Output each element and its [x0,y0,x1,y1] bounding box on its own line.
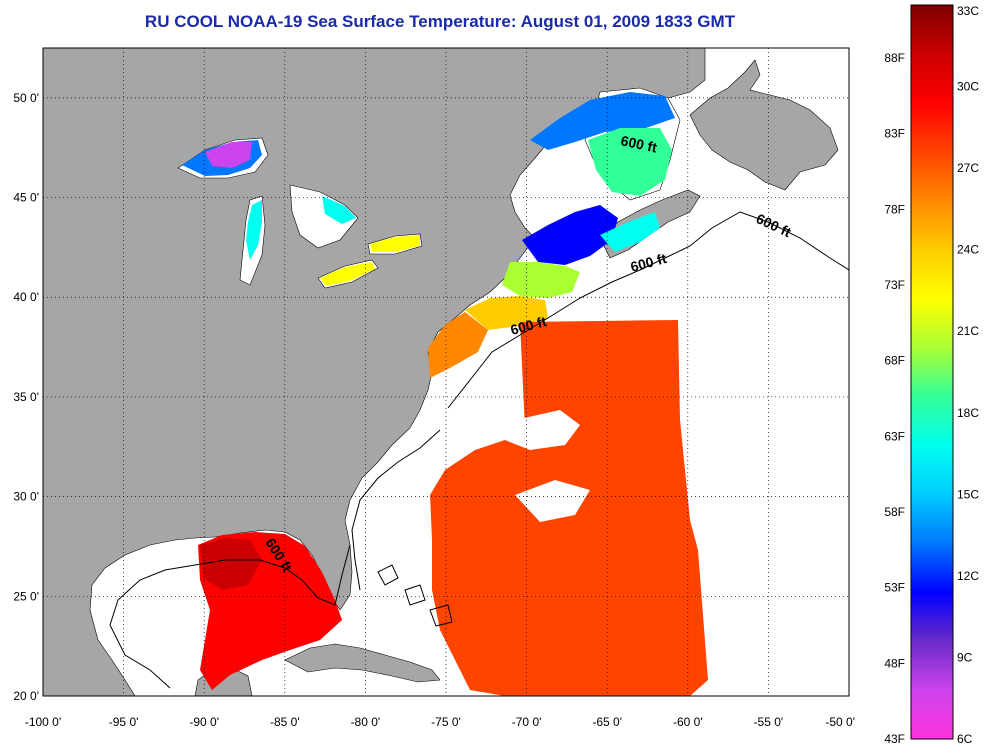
longitude-tick-label: -65 0' [592,715,622,729]
sst-new-england-shelf [502,262,580,298]
sst-atlantic-cloud-gap-2 [515,480,590,522]
colorbar-celsius-label: 12C [957,569,979,583]
latitude-tick-label: 20 0' [13,689,39,703]
sst-gulf-of-maine [522,205,618,265]
latitude-tick-label: 45 0' [13,191,39,205]
longitude-tick-label: -85 0' [270,715,300,729]
sst-lake-erie [320,262,375,286]
latitude-tick-label: 40 0' [13,290,39,304]
map-title: RU COOL NOAA-19 Sea Surface Temperature:… [144,12,736,31]
sst-gulf-of-mexico-dark [200,538,262,590]
sst-atlantic-cloud-gap [505,410,580,450]
bathymetry-contour-gulf [109,544,351,689]
latitude-tick-label: 35 0' [13,390,39,404]
lake-huron [289,184,359,249]
colorbar-celsius-label: 27C [957,161,979,175]
colorbar-gradient [910,4,954,740]
longitude-tick-label: -50 0' [825,715,855,729]
graticule [43,48,849,696]
temperature-colorbar: 33C 30C 27C 24C 21C 18C 15C 12C 9C 6C 88F 83F 78F 73F… [884,4,979,746]
colorbar-fahrenheit-label: 83F [884,127,905,141]
longitude-tick-label: -75 0' [431,715,461,729]
colorbar-celsius-label: 15C [957,487,979,501]
colorbar-celsius-label: 18C [957,406,979,420]
colorbar-celsius-label: 30C [957,80,979,94]
colorbar-fahrenheit-label: 53F [884,581,905,595]
colorbar-fahrenheit-label: 63F [884,429,905,443]
longitude-tick-label: -100 0' [25,715,61,729]
colorbar-fahrenheit-label: 88F [884,51,905,65]
sst-mid-atlantic-orange [428,312,488,378]
colorbar-celsius-label: 33C [957,4,979,18]
land-cuba [284,643,441,683]
bathymetry-contour-florida [351,429,441,591]
sst-lake-superior-cold [205,142,252,168]
longitude-tick-label: -80 0' [351,715,381,729]
bathymetry-contour-600ft [447,211,849,409]
map-frame [42,47,850,697]
colorbar-celsius-label: 24C [957,243,979,257]
sst-lake-huron [322,196,356,224]
longitude-tick-label: -95 0' [109,715,139,729]
sst-lake-ontario [370,235,420,252]
colorbar-fahrenheit-label: 68F [884,354,905,368]
colorbar-fahrenheit-label: 73F [884,278,905,292]
longitude-tick-label: -70 0' [512,715,542,729]
latitude-tick-label: 30 0' [13,490,39,504]
longitude-tick-label: -60 0' [673,715,703,729]
latitude-tick-labels: 20 0' 25 0' 30 0' 35 0' 40 0' 45 0' 50 0' [13,91,39,703]
colorbar-fahrenheit-label: 58F [884,505,905,519]
longitude-tick-label: -90 0' [189,715,219,729]
longitude-tick-label: -55 0' [754,715,784,729]
latitude-tick-label: 50 0' [13,91,39,105]
sst-mid-atlantic-yellow [465,296,548,330]
colorbar-fahrenheit-label: 48F [884,656,905,670]
sst-st-lawrence-blue [530,92,675,150]
sst-lake-michigan [246,200,262,260]
latitude-tick-label: 25 0' [13,589,39,603]
colorbar-celsius-label: 21C [957,324,979,338]
land-newfoundland [689,59,839,191]
sst-gulf-of-maine-cyan [600,212,660,252]
colorbar-celsius-label: 6C [957,732,973,746]
bahamas-islands [377,564,453,627]
contour-label-newfoundland: 600 ft [619,132,658,155]
sst-st-lawrence-green [588,128,672,196]
colorbar-fahrenheit-label: 78F [884,202,905,216]
colorbar-celsius-label: 9C [957,650,973,664]
colorbar-labels: 33C 30C 27C 24C 21C 18C 15C 12C 9C 6C 88F 83F 78F 73F… [884,4,979,746]
longitude-tick-labels: -100 0' -95 0' -90 0' -85 0' -80 0' -75 0' -70… [25,715,855,729]
colorbar-fahrenheit-label: 43F [884,732,905,746]
